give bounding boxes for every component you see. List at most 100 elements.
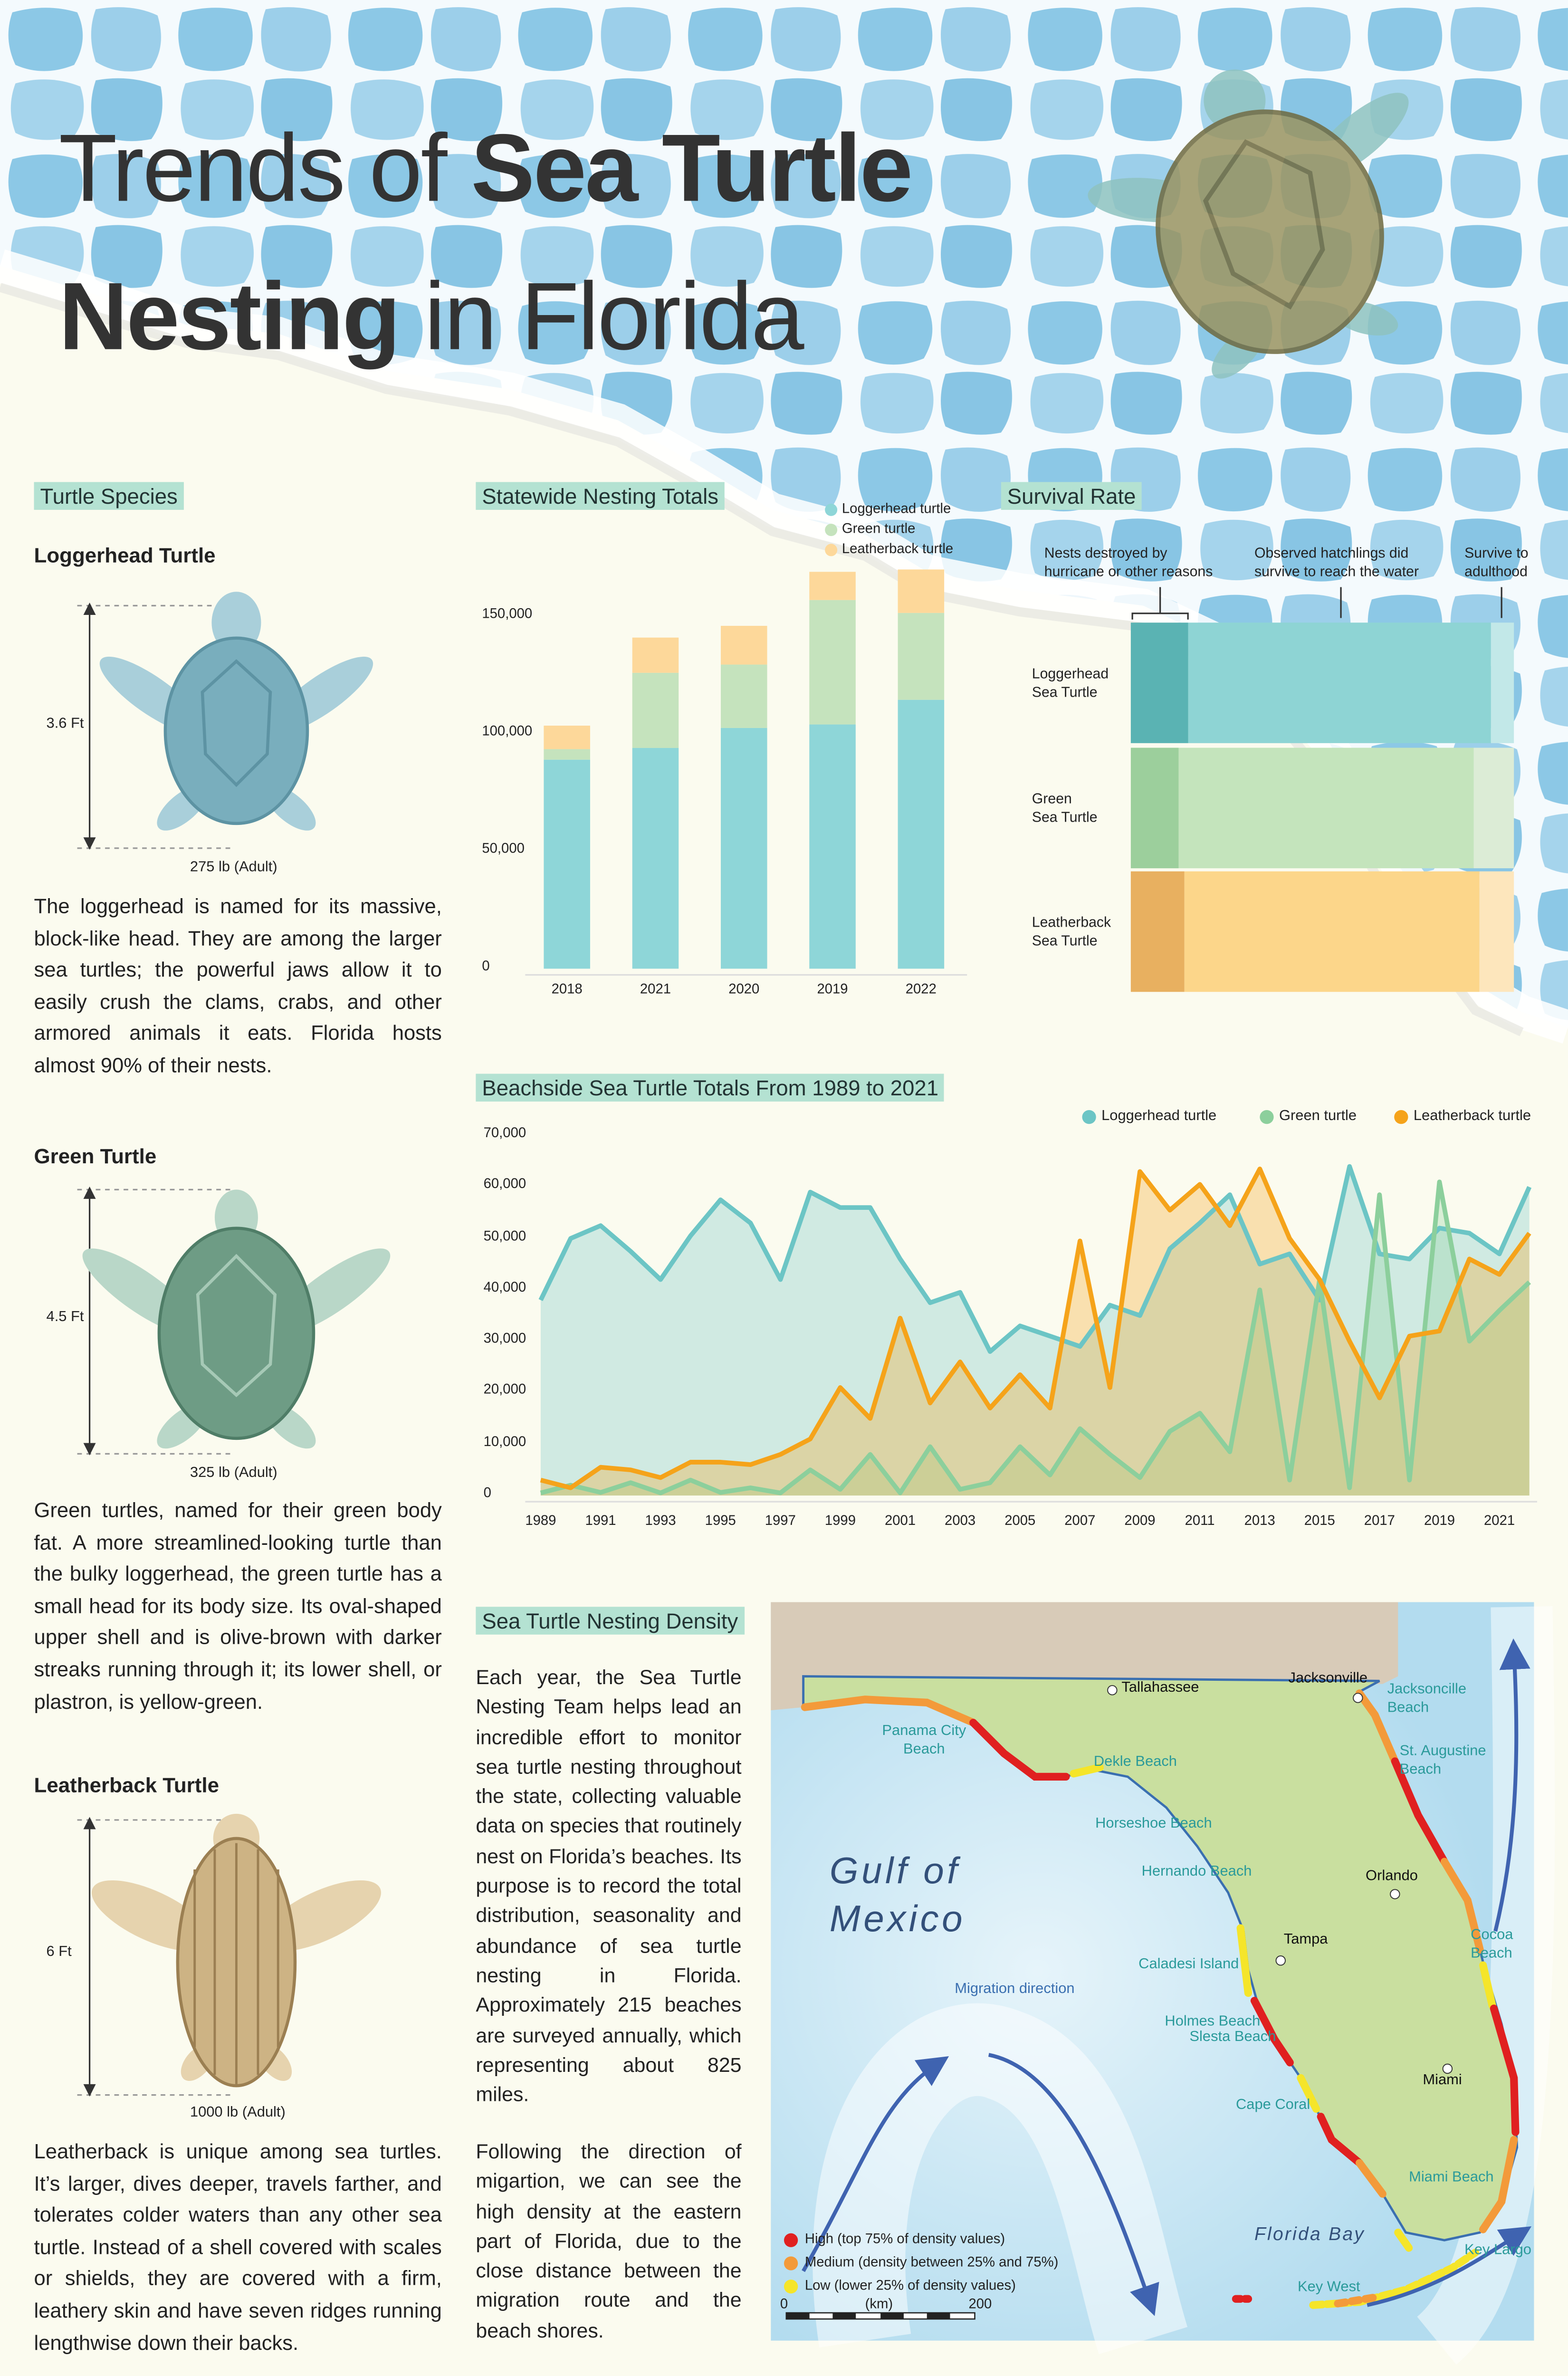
y-tick-label: 20,000 [483,1381,526,1398]
x-tick-label: 2019 [817,981,848,997]
beach-label: Hernando Beach [1141,1863,1252,1880]
legend-label: Green turtle [841,520,916,537]
area-chart [525,1110,1537,1503]
survival-segment [1473,747,1514,869]
species-length: 6 Ft [46,1944,72,1961]
title-part: Sea Turtle [471,115,913,223]
title-part: in Florida [424,264,804,371]
y-tick-label: 0 [482,958,490,974]
species-weight: 275 lb (Adult) [190,859,277,876]
bar-segment [809,600,856,725]
legend-label: Green turtle [1279,1108,1357,1125]
y-tick-label: 40,000 [483,1279,526,1294]
x-tick-label: 2001 [884,1512,916,1528]
city-label: Miami [1423,2071,1462,2089]
x-tick-label: 2017 [1364,1512,1395,1528]
legend-label: Loggerhead turtle [1101,1108,1217,1125]
beach-label: Slesta Beach [1189,2028,1276,2046]
bar-segment [898,699,945,969]
x-tick-label: 2007 [1064,1512,1096,1528]
city-label: Orlando [1366,1868,1418,1885]
y-tick-label: 0 [483,1485,491,1500]
series-line [540,1166,1531,1490]
city-label: Tampa [1283,1931,1328,1948]
x-tick-label: 2020 [728,981,760,997]
bar-segment [898,613,945,700]
x-tick-label: 1989 [525,1512,556,1528]
x-tick-label: 2005 [1004,1512,1036,1528]
chart-title: Beachside Sea Turtle Totals From 1989 to… [476,1073,945,1102]
legend-label: Leatherback turtle [841,540,954,556]
legend-label: Low (lower 25% of density values) [804,2277,1016,2293]
legend-label: Medium (density between 25% and 75%) [804,2254,1059,2270]
survival-segment [1491,623,1514,743]
survival-segment [1188,623,1491,743]
bar-segment [809,724,856,969]
species-description: Leatherback is unique among sea turtles.… [34,2139,442,2354]
city-label: Tallahassee [1121,1679,1199,1696]
title-part: Trends of [58,115,448,223]
x-tick-label: 1991 [585,1512,616,1528]
series-area [540,1182,1530,1496]
x-tick-label: 2013 [1244,1512,1275,1528]
bar-segment [898,569,945,613]
water-label: Florida Bay [1254,2223,1366,2245]
species-weight: 1000 lb (Adult) [190,2104,286,2121]
x-tick-label: 1999 [824,1512,856,1528]
legend-label: Leatherback turtle [1413,1108,1531,1125]
bar-segment [544,726,590,749]
x-tick-label: 1995 [705,1512,736,1528]
legend-swatch [825,524,838,537]
series-area [540,1166,1530,1496]
bar-chart [525,503,967,976]
x-tick-label: 2022 [905,981,937,997]
beach-label: Jacksoncille Beach [1387,1681,1467,1717]
survival-segment [1130,747,1179,869]
survival-segment [1130,623,1188,743]
legend-swatch [1260,1110,1274,1124]
species-name: Loggerhead Turtle [34,544,216,567]
column-label: Survive to adulthood [1464,545,1529,580]
city-label: Jacksonville [1288,1670,1368,1687]
species-name: Leatherback Turtle [34,1773,220,1797]
beach-label: Panama City Beach [882,1723,966,1758]
legend-label: Loggerhead turtle [841,500,951,516]
x-tick-label: 1993 [645,1512,676,1528]
survival-segment [1130,871,1185,992]
chart-title: Survival Rate [1001,482,1142,510]
y-tick-label: 10,000 [483,1433,526,1449]
y-tick-label: 60,000 [483,1176,526,1192]
legend-swatch [784,2233,798,2247]
legend-swatch [825,544,838,556]
scale-label: 0 [780,2296,788,2311]
title: Trends of Sea Turtle Nesting in Florida [58,96,913,393]
series-line [540,1179,1531,1495]
bar-segment [721,625,767,665]
survival-segment [1178,747,1474,869]
species-illustrations [77,592,391,2097]
x-tick-label: 2018 [551,981,583,997]
beach-label: Key Largo [1464,2242,1531,2259]
survival-chart [1130,623,1514,992]
y-tick-label: 100,000 [482,723,533,739]
row-label: Leatherback Sea Turtle [1032,914,1111,949]
beach-label: Caladesi Island [1138,1956,1239,1973]
survival-segment [1479,871,1514,992]
legend-swatch [784,2280,798,2294]
legend-swatch [1394,1110,1408,1124]
bar-segment [632,672,679,748]
bar-segment [544,749,590,760]
beach-label: Holmes Beach [1165,2013,1261,2031]
section-heading: Sea Turtle Nesting Density [476,1607,745,1635]
species-length: 3.6 Ft [46,715,84,733]
beach-label: Miami Beach [1409,2169,1494,2186]
bar-segment [544,759,590,969]
bar-segment [809,572,856,600]
x-tick-label: 2021 [640,981,671,997]
beach-label: Cape Coral [1235,2096,1310,2114]
x-tick-label: 1997 [765,1512,796,1528]
legend-swatch [784,2256,798,2271]
scale-label: 200 [968,2296,992,2311]
